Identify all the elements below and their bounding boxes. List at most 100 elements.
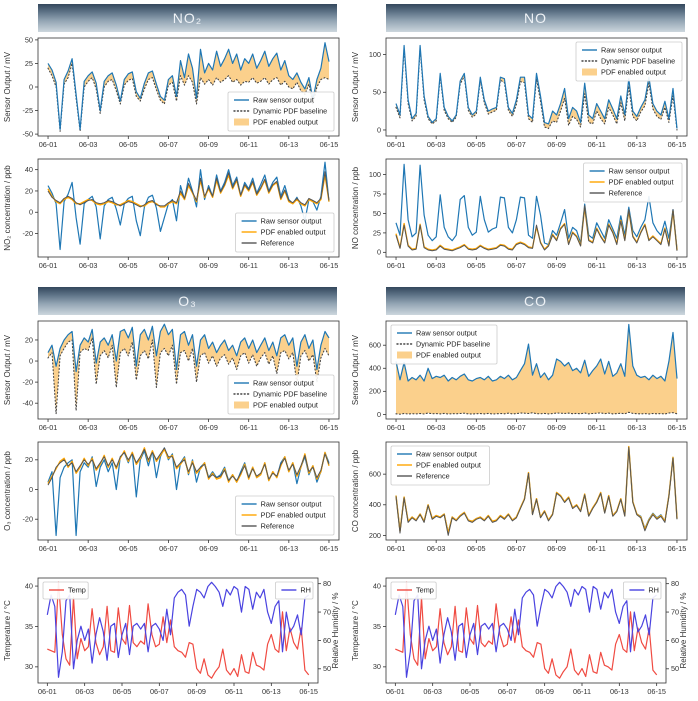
x-tick-label: 06-07 (507, 544, 526, 553)
x-tick-label: 06-15 (299, 687, 318, 696)
legend-label: Dynamic PDF baseline (601, 56, 675, 65)
panel-header-co: CO (386, 287, 685, 315)
legend-label: Reference (609, 188, 643, 197)
y-tick-label: 200 (369, 531, 381, 540)
x-tick-label: 06-09 (547, 261, 566, 270)
x-tick-label: 06-01 (386, 687, 405, 696)
legend-label: Temp (416, 585, 434, 594)
panel-title-no: NO (524, 10, 547, 26)
chart-no-concentration: 06-01 06-03 06-05 06-07 06-09 06-11 06-13 06-15… (350, 156, 698, 277)
x-tick-label: 06-11 (588, 140, 606, 149)
legend-label: Dynamic PDF baseline (253, 389, 327, 398)
legend-label: RH (648, 585, 659, 594)
x-tick-label: 06-09 (547, 544, 566, 553)
y-tick-label: 35 (25, 622, 33, 631)
x-tick-label: 06-09 (199, 261, 218, 270)
x-tick-label: 06-13 (610, 687, 629, 696)
x-tick-label: 06-07 (498, 687, 517, 696)
legend: Raw sensor output PDF enabled output Refer… (235, 212, 335, 253)
y-tick-label: 0 (377, 125, 381, 134)
y-axis-label: Temperature / °C (3, 600, 12, 661)
y-tick-label: 20 (25, 335, 33, 344)
x-tick-label: 06-11 (573, 687, 591, 696)
y-axis: 30 35 40 (373, 581, 386, 671)
legend-label: Dynamic PDF baseline (416, 339, 490, 348)
x-tick-label: 06-03 (75, 687, 94, 696)
x-tick-label: 06-09 (199, 140, 218, 149)
x-tick-label: 06-07 (159, 544, 178, 553)
raw-sensor-output-line (395, 323, 678, 382)
y-tick-label: -50 (22, 130, 33, 139)
y-axis-label: Sensor Output / mV (351, 51, 360, 122)
legend: Raw sensor output Dynamic PDF baseline PDF… (575, 41, 683, 82)
y2-tick-label: 70 (671, 607, 679, 616)
legend: Raw sensor output Dynamic PDF baseline PDF… (390, 324, 498, 365)
x-tick-label: 06-01 (387, 140, 406, 149)
x-tick-label: 06-15 (668, 544, 687, 553)
y-axis-label: O₃ concentration / ppb (3, 451, 12, 531)
x-tick-label: 06-09 (199, 423, 218, 432)
x-tick-label: 06-03 (423, 687, 442, 696)
x-tick-label: 06-05 (467, 544, 486, 553)
rh-line (394, 581, 658, 678)
legend-label: PDF enabled output (253, 400, 318, 409)
chart-meteorology-left: 06-01 06-03 06-05 06-07 06-09 06-11 06-13 06-15… (2, 573, 350, 701)
met_right-plot: 06-01 06-03 06-05 06-07 06-09 06-11 06-13 06-15… (351, 577, 688, 696)
y-tick-label: 40 (25, 165, 33, 174)
x-axis: 06-01 06-03 06-05 06-07 06-09 06-11 06-13 06-15 (38, 683, 318, 696)
y2-axis-label: Relative Humidity / % (679, 592, 688, 668)
panel-o3: O₃ 06-01 06-03 06-05 06-07 06-09 06-11 06-13 06… (2, 286, 350, 560)
x-tick-label: 06-11 (240, 544, 258, 553)
legend-label: Raw sensor output (416, 328, 477, 337)
x-tick-label: 06-13 (627, 140, 646, 149)
panel-title-o3: O₃ (178, 293, 197, 309)
y-tick-label: 200 (369, 387, 381, 396)
y-tick-label: 20 (25, 455, 33, 464)
x-tick-label: 06-03 (79, 140, 98, 149)
x-tick-label: 06-01 (387, 544, 406, 553)
y-tick-label: 50 (25, 35, 33, 44)
y-tick-label: 35 (373, 622, 381, 631)
legend-label: RH (300, 585, 311, 594)
x-tick-label: 06-11 (240, 423, 258, 432)
x-tick-label: 06-15 (320, 140, 339, 149)
x-axis: 06-01 06-03 06-05 06-07 06-09 06-11 06-13 06-15 (39, 419, 338, 432)
right-column: NO 06-01 06-03 06-05 06-07 06-09 06-11 06-13 06… (350, 3, 698, 701)
legend-swatch-pdf-enabled-output (397, 351, 412, 359)
o3_ppb-plot: 06-01 06-03 06-05 06-07 06-09 06-11 06-13 06-15… (3, 441, 340, 553)
x-tick-label: 06-05 (119, 140, 138, 149)
x-tick-label: 06-07 (159, 140, 178, 149)
plot-border (385, 577, 667, 684)
x-tick-label: 06-07 (507, 140, 526, 149)
y-axis: -40 -20 0 20 (22, 335, 38, 408)
y-tick-label: 100 (369, 170, 381, 179)
chart-no2-sensor-output: 06-01 06-03 06-05 06-07 06-09 06-11 06-13 06-15… (2, 35, 350, 156)
y-tick-label: -20 (22, 229, 33, 238)
legend: Temp (42, 581, 89, 600)
x-tick-label: 06-03 (427, 423, 446, 432)
legend: Temp (390, 581, 437, 600)
x-tick-label: 06-15 (668, 261, 687, 270)
legend-label: Reference (261, 238, 295, 247)
legend-label: Reference (416, 471, 450, 480)
x-tick-label: 06-05 (467, 140, 486, 149)
y-axis: 0 25 50 75 100 (369, 170, 386, 257)
y-axis-label: NO₂ concentration / ppb (3, 165, 12, 251)
x-tick-label: 06-13 (262, 687, 281, 696)
x-tick-label: 06-05 (113, 687, 132, 696)
y2-tick-label: 80 (323, 579, 331, 588)
x-tick-label: 06-03 (79, 544, 98, 553)
y-tick-label: 0 (29, 356, 33, 365)
y2-tick-label: 60 (671, 636, 679, 645)
legend: RH (274, 581, 314, 600)
x-tick-label: 06-01 (387, 261, 406, 270)
chart-no2-concentration: 06-01 06-03 06-05 06-07 06-09 06-11 06-13 06-15… (2, 156, 350, 277)
panel-header-o3: O₃ (38, 287, 337, 315)
x-tick-label: 06-05 (461, 687, 480, 696)
x-tick-label: 06-15 (668, 423, 687, 432)
left-column: NO₂ 06-01 06-03 06-05 06-07 06-09 06-11 06-13 0… (2, 3, 350, 701)
x-axis: 06-01 06-03 06-05 06-07 06-09 06-11 06-13 06-15 (39, 136, 339, 149)
co_ppb-plot: 06-01 06-03 06-05 06-07 06-09 06-11 06-13 06-15… (351, 441, 688, 553)
x-axis: 06-01 06-03 06-05 06-07 06-09 06-11 06-13 06-15 (387, 540, 687, 553)
